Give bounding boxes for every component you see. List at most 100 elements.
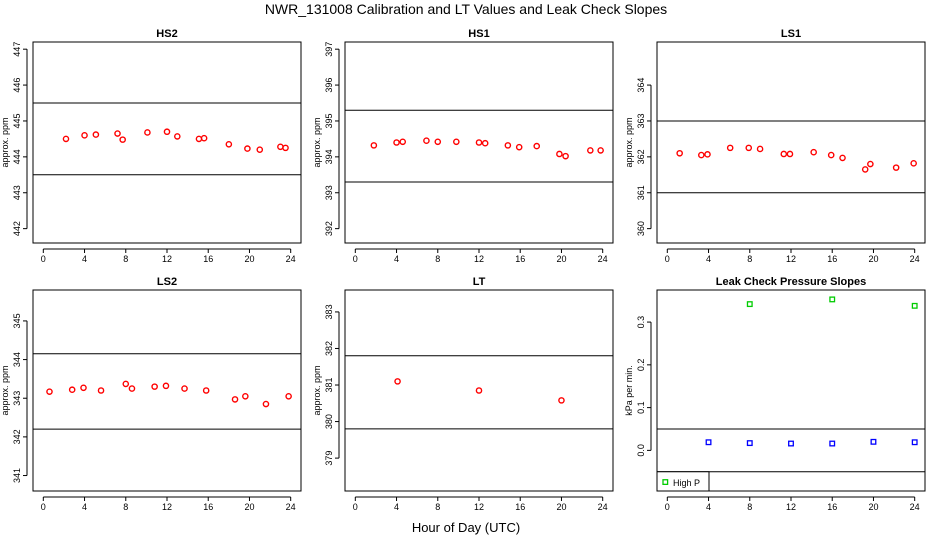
y-tick-label: 383 bbox=[324, 304, 334, 319]
data-point bbox=[244, 145, 251, 152]
panel-title: LS1 bbox=[781, 28, 801, 40]
x-tick-label: 12 bbox=[786, 254, 796, 264]
panel-title: Leak Check Pressure Slopes bbox=[716, 276, 866, 288]
data-point bbox=[780, 150, 788, 158]
data-point bbox=[262, 400, 270, 408]
data-point bbox=[562, 152, 569, 160]
panel-hs1: HS1 0 4 8 12 16 20 24 392 393 394 395 396 397 approx. … bbox=[312, 28, 614, 264]
x-tick-label: 4 bbox=[706, 254, 711, 264]
data-point bbox=[68, 386, 76, 394]
data-point bbox=[242, 392, 249, 400]
data-point bbox=[434, 138, 442, 146]
data-point bbox=[892, 164, 900, 171]
data-point bbox=[827, 151, 835, 159]
data-point bbox=[256, 146, 264, 153]
y-tick-label: 394 bbox=[324, 149, 334, 164]
data-point bbox=[195, 135, 203, 143]
y-tick-label: 396 bbox=[324, 78, 334, 93]
plot-frame bbox=[344, 289, 614, 492]
data-point bbox=[475, 139, 483, 146]
x-tick-label: 4 bbox=[394, 254, 399, 264]
data-point bbox=[92, 131, 100, 138]
plot-frame bbox=[32, 289, 302, 492]
figure-title: NWR_131008 Calibration and LT Values and… bbox=[265, 1, 667, 17]
y-axis-label: approx. ppm bbox=[0, 365, 10, 415]
x-tick-label: 12 bbox=[474, 254, 484, 264]
legend-marker bbox=[662, 479, 669, 486]
y-tick-label: 445 bbox=[12, 113, 22, 128]
x-tick-label: 16 bbox=[515, 502, 525, 512]
data-point bbox=[144, 129, 151, 136]
data-point bbox=[119, 136, 126, 143]
data-point bbox=[393, 139, 400, 146]
x-tick-label: 24 bbox=[910, 254, 920, 264]
data-point bbox=[285, 392, 292, 400]
data-point bbox=[515, 143, 523, 151]
panel-lt: LT 0 4 8 12 16 20 24 379 380 381 382 383 approx. ppm bbox=[312, 276, 614, 512]
x-tick-label: 24 bbox=[286, 254, 296, 264]
data-point bbox=[911, 439, 918, 446]
y-tick-label: 363 bbox=[636, 113, 646, 128]
x-tick-label: 8 bbox=[747, 502, 752, 512]
plot-frame bbox=[656, 41, 926, 244]
data-point bbox=[475, 387, 483, 394]
panel-title: LS2 bbox=[157, 276, 177, 288]
data-point bbox=[829, 440, 836, 447]
x-tick-label: 12 bbox=[162, 502, 172, 512]
x-tick-label: 16 bbox=[203, 254, 213, 264]
x-tick-label: 0 bbox=[665, 254, 670, 264]
x-tick-label: 8 bbox=[747, 254, 752, 264]
data-point bbox=[399, 138, 407, 146]
data-point bbox=[114, 130, 121, 137]
y-tick-label: 362 bbox=[636, 149, 646, 164]
y-tick-label: 360 bbox=[636, 221, 646, 236]
y-tick-label: 361 bbox=[636, 185, 646, 200]
data-point bbox=[97, 387, 105, 394]
x-tick-label: 4 bbox=[82, 502, 87, 512]
y-tick-label: 379 bbox=[324, 451, 334, 466]
x-tick-label: 12 bbox=[162, 254, 172, 264]
y-tick-label: 343 bbox=[12, 391, 22, 406]
legend-box bbox=[656, 471, 710, 492]
panel-hs2: HS2 0 4 8 12 16 20 24 442 443 444 445 446 447 approx. … bbox=[0, 28, 302, 264]
plot-frame bbox=[32, 41, 302, 244]
x-tick-label: 4 bbox=[82, 254, 87, 264]
x-tick-label: 20 bbox=[868, 502, 878, 512]
x-tick-label: 0 bbox=[353, 254, 358, 264]
x-tick-label: 12 bbox=[786, 502, 796, 512]
data-point bbox=[756, 145, 764, 153]
data-point bbox=[277, 143, 284, 151]
data-point bbox=[80, 384, 87, 392]
x-tick-label: 20 bbox=[868, 254, 878, 264]
panel-title: HS1 bbox=[468, 28, 489, 40]
data-point bbox=[704, 151, 711, 158]
data-point bbox=[587, 147, 594, 154]
data-point bbox=[786, 150, 794, 158]
data-point bbox=[481, 139, 489, 147]
data-point bbox=[676, 149, 683, 157]
x-tick-label: 0 bbox=[41, 254, 46, 264]
data-point bbox=[62, 135, 70, 143]
y-axis-label: kPa per min. bbox=[624, 365, 634, 416]
y-axis-label: approx. ppm bbox=[312, 365, 322, 415]
data-point bbox=[122, 380, 130, 388]
x-tick-label: 12 bbox=[474, 502, 484, 512]
y-tick-label: 397 bbox=[324, 42, 334, 57]
x-tick-label: 4 bbox=[394, 502, 399, 512]
data-point bbox=[151, 383, 158, 390]
y-axis-label: approx. ppm bbox=[312, 117, 322, 167]
y-tick-label: 0.1 bbox=[636, 401, 646, 414]
x-tick-label: 4 bbox=[706, 502, 711, 512]
data-point bbox=[746, 440, 753, 447]
plot-frame bbox=[656, 289, 926, 492]
y-tick-label: 393 bbox=[324, 185, 334, 200]
x-tick-label: 16 bbox=[515, 254, 525, 264]
y-tick-label: 381 bbox=[324, 378, 334, 393]
x-tick-label: 20 bbox=[556, 502, 566, 512]
data-point bbox=[829, 296, 836, 303]
data-point bbox=[225, 140, 233, 148]
data-point bbox=[861, 166, 869, 173]
y-tick-label: 0.3 bbox=[636, 316, 646, 329]
data-point bbox=[200, 134, 208, 142]
